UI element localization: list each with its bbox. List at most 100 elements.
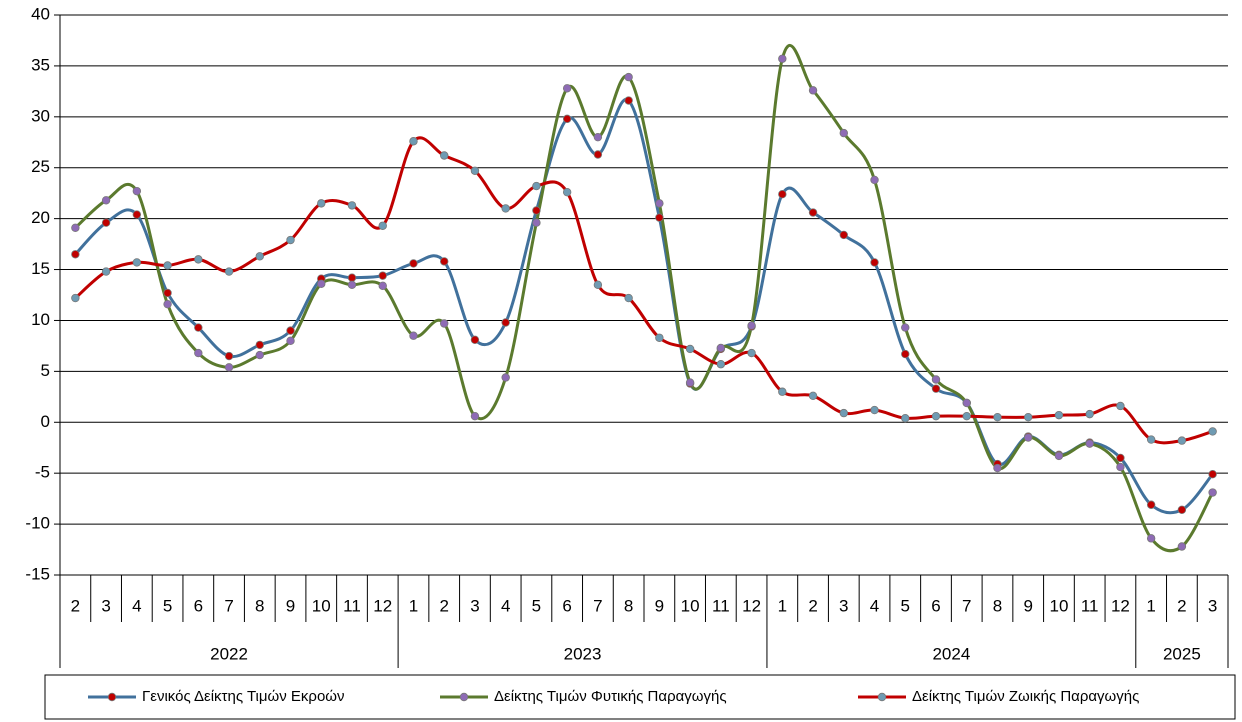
x-tick-label: 9 xyxy=(655,596,664,615)
data-point xyxy=(255,350,264,360)
data-point xyxy=(870,258,879,267)
data-point xyxy=(747,348,756,358)
x-tick-label: 1 xyxy=(409,596,418,615)
series-line xyxy=(74,136,1214,445)
data-point xyxy=(1085,439,1094,448)
x-tick-label: 5 xyxy=(901,596,910,615)
data-point xyxy=(562,187,572,197)
x-tick-label: 7 xyxy=(962,596,971,615)
x-tick-label: 7 xyxy=(224,596,233,615)
series-line xyxy=(74,44,1214,553)
data-point xyxy=(593,150,603,159)
data-point xyxy=(655,333,664,342)
y-tick-label: -5 xyxy=(35,463,50,482)
x-tick-label: 11 xyxy=(343,596,361,615)
data-point xyxy=(1024,433,1033,442)
data-point xyxy=(71,250,80,259)
data-point xyxy=(501,318,510,327)
data-point xyxy=(132,258,142,267)
x-tick-label: 11 xyxy=(1081,596,1099,615)
data-point xyxy=(562,84,572,93)
data-point xyxy=(1177,542,1187,551)
x-tick-label: 3 xyxy=(1208,596,1217,615)
data-point xyxy=(1177,505,1187,515)
data-point xyxy=(1085,409,1094,419)
legend-marker xyxy=(877,692,887,702)
data-point xyxy=(993,412,1002,422)
data-point xyxy=(931,411,941,421)
x-tick-label: 2 xyxy=(439,596,448,615)
data-point xyxy=(593,280,603,290)
data-point xyxy=(1208,488,1217,497)
data-point xyxy=(101,196,111,205)
data-point xyxy=(1116,401,1125,411)
data-point xyxy=(931,375,941,384)
data-point xyxy=(440,151,449,160)
x-tick-label: 8 xyxy=(255,596,264,615)
data-point xyxy=(501,373,510,382)
data-point xyxy=(347,280,357,290)
y-tick-label: 20 xyxy=(31,208,50,227)
y-tick-label: 5 xyxy=(41,361,50,380)
data-point xyxy=(870,405,879,415)
data-point xyxy=(378,221,387,230)
x-tick-label: 3 xyxy=(839,596,848,615)
data-point xyxy=(962,398,971,408)
x-tick-label: 6 xyxy=(562,596,571,615)
data-point xyxy=(747,321,756,330)
x-tick-label: 1 xyxy=(1146,596,1155,615)
x-tick-label: 4 xyxy=(132,596,141,615)
data-point xyxy=(1208,427,1217,436)
x-tick-label: 2 xyxy=(1177,596,1186,615)
y-tick-label: 15 xyxy=(31,259,50,278)
data-point xyxy=(655,199,664,208)
data-point xyxy=(224,363,234,372)
legend-marker xyxy=(459,692,469,702)
year-label: 2024 xyxy=(932,644,970,663)
data-point xyxy=(1146,435,1156,444)
legend-label: Γενικός Δείκτης Τιμών Εκροών xyxy=(142,688,345,705)
data-point xyxy=(624,96,633,105)
y-tick-label: 25 xyxy=(31,157,50,176)
x-tick-label: 12 xyxy=(373,596,392,615)
legend-label: Δείκτης Τιμών Ζωικής Παραγωγής xyxy=(912,688,1139,705)
data-point xyxy=(163,288,172,298)
data-point xyxy=(685,344,695,354)
data-point xyxy=(716,360,726,369)
data-point xyxy=(931,384,941,393)
data-point xyxy=(593,132,603,142)
data-point xyxy=(409,331,418,340)
data-point xyxy=(163,261,172,270)
data-point xyxy=(532,181,541,191)
data-point xyxy=(470,335,480,344)
data-point xyxy=(839,408,848,418)
x-tick-label: 10 xyxy=(1049,596,1068,615)
legend-box xyxy=(44,674,1236,720)
x-tick-label: 2 xyxy=(71,596,80,615)
data-point xyxy=(685,378,695,387)
legend-label: Δείκτης Τιμών Φυτικής Παραγωγής xyxy=(494,688,727,705)
x-tick-label: 4 xyxy=(501,596,510,615)
data-point xyxy=(317,199,326,208)
x-tick-label: 1 xyxy=(778,596,787,615)
x-tick-label: 8 xyxy=(624,596,633,615)
legend-marker xyxy=(107,692,117,702)
data-point xyxy=(532,206,541,215)
data-point xyxy=(440,257,449,266)
data-point xyxy=(808,391,818,400)
x-tick-label: 2 xyxy=(808,596,817,615)
x-tick-label: 6 xyxy=(194,596,203,615)
x-tick-label: 7 xyxy=(593,596,602,615)
y-tick-label: 30 xyxy=(31,106,50,125)
data-point xyxy=(1054,451,1064,461)
data-point xyxy=(194,348,203,358)
data-point xyxy=(1116,462,1125,472)
data-point xyxy=(470,411,480,421)
data-point xyxy=(224,351,234,361)
x-tick-label: 10 xyxy=(681,596,700,615)
x-tick-label: 5 xyxy=(163,596,172,615)
y-tick-label: -10 xyxy=(25,514,50,533)
data-point xyxy=(378,281,387,291)
data-point xyxy=(1146,500,1156,509)
data-point xyxy=(655,213,664,222)
